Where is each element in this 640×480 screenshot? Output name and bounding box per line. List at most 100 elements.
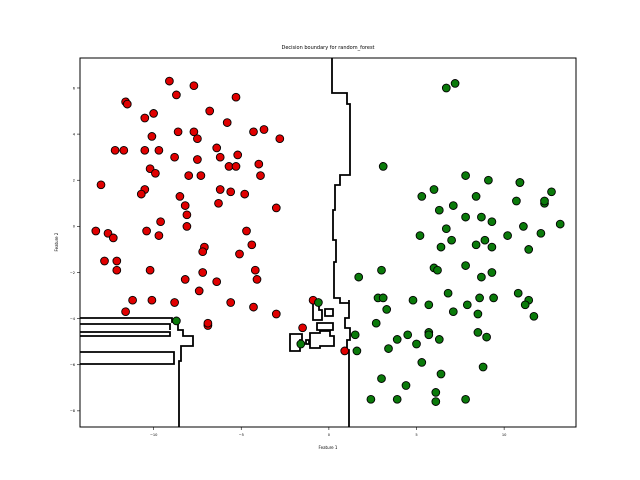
y-tick-label-6: 4 (73, 132, 76, 136)
y-tick-label-0: −8 (70, 409, 76, 413)
data-point-s1-46 (424, 300, 434, 310)
data-point-s1-76 (431, 397, 441, 406)
data-point-s1-69 (436, 369, 446, 379)
data-point-s1-34 (487, 268, 497, 277)
data-point-s0-47 (91, 226, 101, 236)
x-tick-label-4: 10 (502, 433, 507, 437)
data-point-s0-10 (259, 125, 269, 134)
data-point-s1-75 (461, 394, 470, 404)
data-point-s1-23 (536, 228, 546, 238)
data-point-s1-62 (392, 335, 402, 344)
data-point-s1-52 (529, 311, 539, 321)
data-point-s0-8 (140, 113, 150, 123)
data-point-s1-70 (377, 374, 386, 383)
data-point-s1-27 (436, 242, 446, 252)
data-point-s1-0 (450, 79, 460, 88)
x-tick-label-1: −5 (239, 433, 244, 437)
data-point-s0-61 (180, 275, 190, 284)
data-point-s1-38 (443, 288, 453, 298)
data-point-s0-46 (182, 222, 192, 231)
data-point-s0-22 (215, 152, 225, 162)
boundary-island-6 (305, 339, 310, 345)
data-point-s1-11 (512, 196, 521, 206)
data-point-s1-17 (477, 212, 486, 222)
data-point-s1-66 (352, 346, 362, 356)
data-point-s0-49 (108, 233, 118, 243)
data-point-s0-51 (154, 231, 164, 240)
data-point-s1-25 (447, 235, 456, 245)
data-point-s1-6 (515, 178, 525, 187)
data-point-s1-21 (441, 224, 451, 234)
data-point-s0-9 (222, 118, 232, 127)
data-point-s0-28 (254, 159, 264, 169)
data-point-s0-12 (173, 127, 183, 137)
data-point-s1-9 (471, 192, 481, 201)
data-point-s0-2 (172, 90, 181, 100)
data-point-s1-49 (382, 305, 392, 314)
data-point-s1-3 (461, 171, 470, 180)
data-point-s1-10 (417, 192, 427, 201)
data-point-s1-39 (513, 288, 523, 298)
data-point-s1-53 (371, 318, 381, 328)
data-point-s1-64 (296, 339, 306, 349)
data-point-s0-44 (182, 210, 192, 220)
data-point-s1-37 (477, 272, 486, 282)
data-point-s0-56 (235, 249, 244, 259)
data-point-s1-55 (350, 330, 360, 340)
data-point-s0-11 (249, 127, 258, 137)
data-point-s0-68 (147, 295, 157, 305)
data-point-s0-57 (100, 256, 109, 266)
data-point-s1-13 (540, 196, 549, 206)
data-point-s1-44 (489, 293, 498, 303)
data-point-s0-34 (96, 180, 106, 190)
boundary-island-3 (316, 322, 334, 331)
data-point-s0-36 (136, 189, 146, 199)
data-point-s0-13 (189, 127, 199, 137)
boundary-left-strip-3 (80, 351, 175, 365)
data-point-s0-1 (189, 81, 199, 91)
data-point-s0-65 (212, 277, 222, 287)
data-point-s0-52 (242, 226, 251, 236)
data-point-s1-1 (441, 83, 451, 93)
data-point-s1-54 (314, 298, 323, 307)
data-point-s1-65 (384, 344, 393, 353)
data-point-s0-14 (193, 134, 202, 144)
y-tick-label-3: −2 (70, 271, 75, 275)
x-tick-label-2: 0 (328, 433, 331, 437)
data-point-s1-50 (473, 309, 483, 319)
x-axis-label: Feature 1 (319, 445, 338, 450)
data-point-s1-4 (484, 175, 493, 185)
data-point-s0-31 (184, 171, 194, 180)
data-point-s0-54 (198, 247, 208, 257)
data-point-s0-64 (252, 275, 262, 284)
data-point-s1-15 (434, 205, 444, 215)
data-point-s0-0 (165, 76, 174, 86)
data-point-s0-59 (112, 265, 122, 275)
y-tick-label-7: 6 (73, 86, 76, 90)
data-point-s0-43 (271, 203, 281, 213)
data-point-s1-14 (448, 201, 458, 210)
data-point-s1-26 (480, 235, 490, 245)
data-point-s1-2 (378, 162, 388, 171)
data-point-s1-18 (487, 217, 497, 227)
x-tick-label-0: −10 (150, 433, 158, 437)
data-point-s0-71 (249, 302, 258, 312)
data-point-s1-48 (520, 300, 530, 310)
data-point-s0-6 (205, 106, 215, 116)
data-point-s1-58 (424, 330, 434, 340)
data-point-s0-19 (140, 145, 150, 155)
plot-area-frame (79, 57, 577, 428)
data-point-s1-20 (519, 222, 528, 231)
data-point-s0-23 (170, 152, 179, 162)
data-point-s1-24 (503, 231, 512, 240)
data-point-s1-30 (524, 245, 534, 254)
y-tick-label-4: 0 (73, 225, 76, 229)
y-tick-label-1: −6 (70, 363, 76, 367)
data-point-s1-56 (403, 330, 413, 340)
data-point-s1-33 (433, 265, 442, 275)
decision-boundary (80, 58, 351, 427)
data-point-s1-22 (415, 231, 425, 240)
data-point-s0-58 (112, 256, 122, 266)
data-point-s0-24 (193, 155, 202, 164)
